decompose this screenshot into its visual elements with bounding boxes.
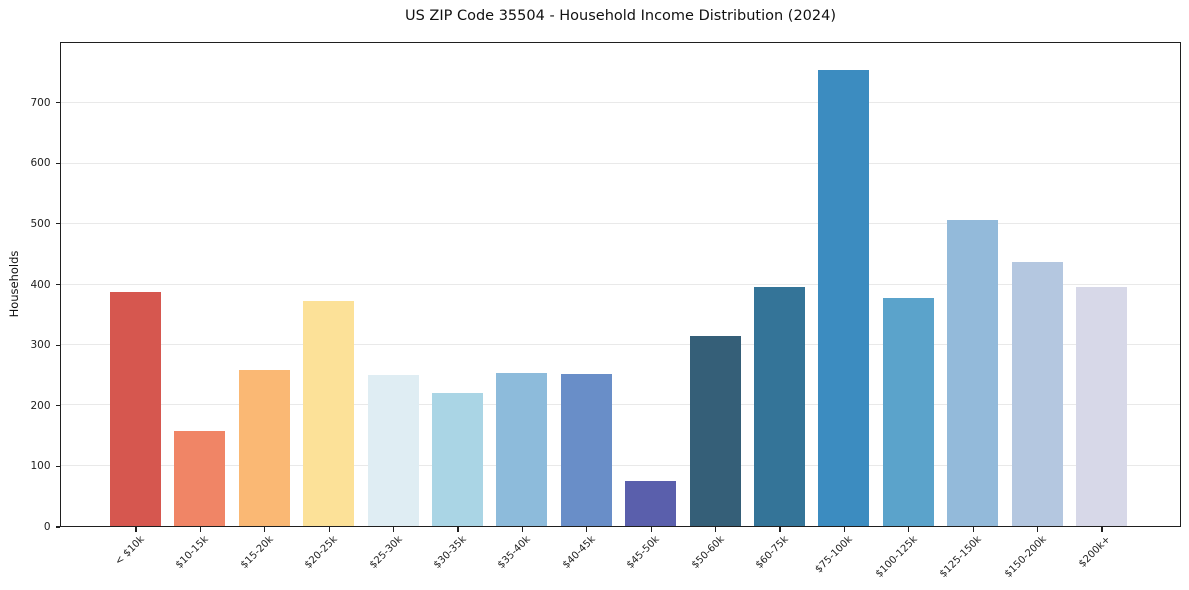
gridline-700 (61, 102, 1180, 104)
x-tick-mark-7 (521, 527, 523, 532)
plot-area (60, 42, 1181, 527)
x-tick-label-13: $100-125k (873, 534, 920, 580)
y-tick-mark-200 (55, 405, 60, 407)
gridline-200 (61, 404, 1180, 406)
x-tick-label-10: $50-60k (689, 534, 727, 571)
x-tick-mark-2 (199, 527, 201, 532)
x-tick-label-3: $15-20k (238, 534, 276, 571)
bar-10k (110, 291, 161, 526)
gridline-500 (61, 223, 1180, 225)
x-tick-label-2: $10-15k (174, 534, 212, 571)
bar-75-100k (818, 70, 870, 526)
bar-50-60k (689, 336, 741, 526)
y-tick-label-0: 0 (43, 521, 51, 533)
y-tick-label-500: 500 (30, 217, 51, 230)
chart-title: US ZIP Code 35504 - Household Income Dis… (404, 8, 837, 24)
x-tick-mark-8 (586, 527, 588, 532)
y-tick-label-400: 400 (30, 278, 51, 291)
gridline-600 (61, 162, 1180, 164)
x-tick-label-16: $200k+ (1076, 534, 1113, 570)
y-tick-mark-700 (55, 102, 60, 104)
x-tick-mark-9 (650, 527, 652, 532)
bar-45-50k (625, 480, 677, 526)
gridline-400 (61, 283, 1180, 285)
x-tick-label-5: $25-30k (367, 534, 405, 571)
y-tick-mark-0 (55, 526, 60, 528)
x-tick-label-15: $150-200k (1002, 534, 1049, 580)
bar-40-45k (560, 373, 612, 526)
bar-35-40k (496, 372, 548, 526)
x-tick-label-11: $60-75k (753, 534, 791, 571)
x-tick-mark-1 (135, 527, 137, 532)
x-tick-mark-14 (972, 527, 974, 532)
x-tick-mark-5 (393, 527, 395, 532)
y-tick-mark-100 (55, 465, 60, 467)
bar-150-200k (1011, 261, 1063, 526)
x-tick-mark-11 (779, 527, 781, 532)
x-tick-mark-15 (1037, 527, 1039, 532)
x-tick-label-14: $125-150k (938, 534, 984, 580)
x-tick-mark-3 (264, 527, 266, 532)
x-tick-mark-6 (457, 527, 459, 532)
x-tick-label-6: $30-35k (431, 534, 469, 571)
y-tick-label-100: 100 (30, 460, 51, 473)
bar-125-150k (947, 219, 999, 526)
gridline-300 (61, 343, 1180, 345)
y-tick-mark-600 (55, 162, 60, 164)
y-tick-mark-300 (55, 344, 60, 346)
bar-30-35k (432, 393, 483, 526)
bar-15-20k (238, 369, 290, 526)
y-tick-label-700: 700 (30, 96, 51, 109)
x-tick-label-9: $45-50k (625, 534, 662, 571)
y-tick-mark-500 (55, 223, 60, 225)
y-tick-label-600: 600 (30, 157, 51, 170)
x-tick-label-12: $75-100k (813, 534, 856, 576)
y-tick-label-200: 200 (30, 399, 51, 412)
x-tick-label-8: $40-45k (560, 534, 598, 571)
x-tick-mark-16 (1101, 527, 1103, 532)
x-tick-mark-13 (908, 527, 910, 532)
x-tick-label-7: $35-40k (496, 534, 534, 571)
bar-10-15k (174, 431, 226, 526)
bar-60-75k (754, 286, 805, 526)
x-tick-mark-12 (843, 527, 845, 532)
gridline-100 (61, 464, 1180, 466)
x-tick-mark-10 (715, 527, 717, 532)
bar-25-30k (367, 375, 419, 526)
y-tick-mark-400 (55, 283, 60, 286)
y-tick-label-300: 300 (30, 339, 51, 352)
x-tick-label-4: $20-25k (303, 534, 340, 571)
bar-100-125k (882, 297, 934, 526)
bar-200k (1076, 286, 1127, 526)
x-tick-label-1: < $10k (113, 534, 147, 568)
bar-20-25k (303, 301, 355, 526)
x-tick-mark-4 (328, 527, 330, 532)
